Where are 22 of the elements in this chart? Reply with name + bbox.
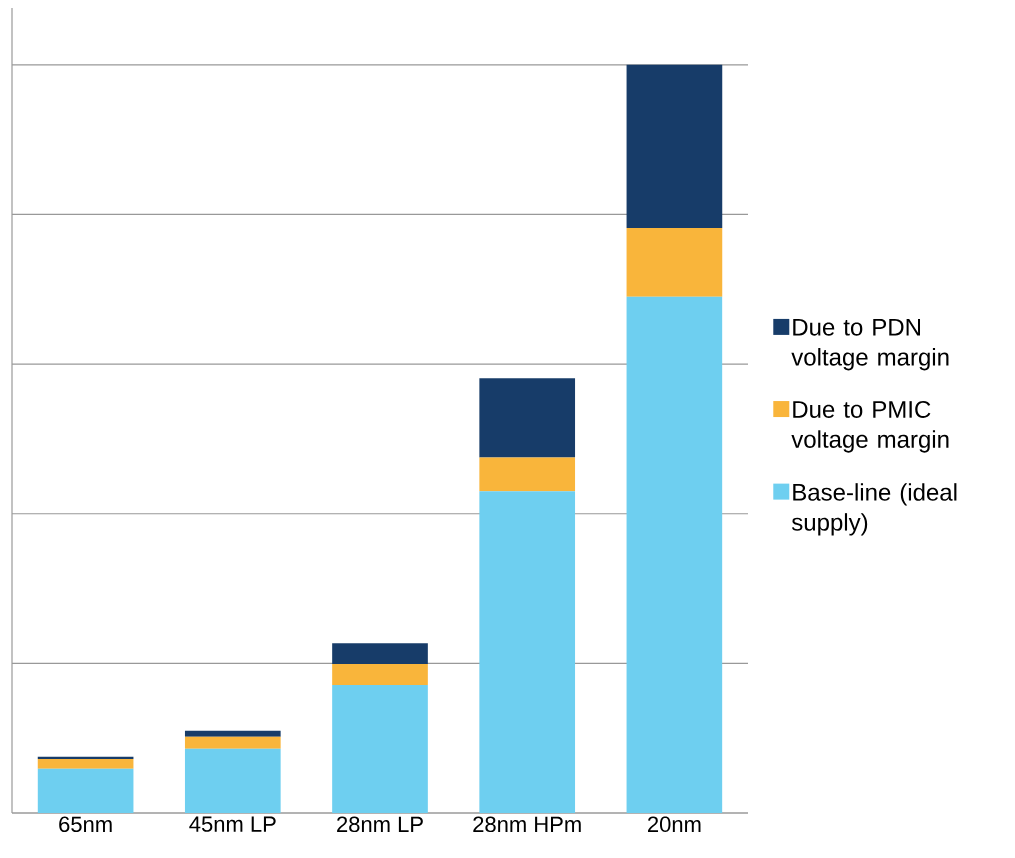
legend-label: Due to PDN voltage margin: [791, 318, 949, 371]
bar: [184, 730, 281, 737]
bar: [332, 664, 428, 686]
bar: [184, 748, 281, 813]
bar: [626, 296, 723, 813]
x-tick-label: 45nm LP: [189, 816, 276, 832]
bar: [479, 378, 576, 458]
bar: [184, 736, 281, 749]
bar: [626, 227, 723, 297]
legend-label: Base-line (ideal supply): [791, 483, 957, 536]
bar: [626, 64, 723, 228]
bar: [479, 457, 576, 492]
bar: [332, 643, 428, 665]
bar: [479, 491, 576, 813]
x-tick-label: 28nm LP: [337, 816, 423, 833]
x-tick-label: 65nm: [59, 816, 112, 833]
x-tick-label: 20nm: [648, 816, 701, 833]
legend-label: Due to PMIC voltage margin: [791, 400, 949, 453]
bar: [37, 759, 134, 769]
bar: [332, 685, 428, 813]
x-tick-label: 28nm HPm: [473, 816, 581, 833]
bar: [37, 768, 134, 813]
